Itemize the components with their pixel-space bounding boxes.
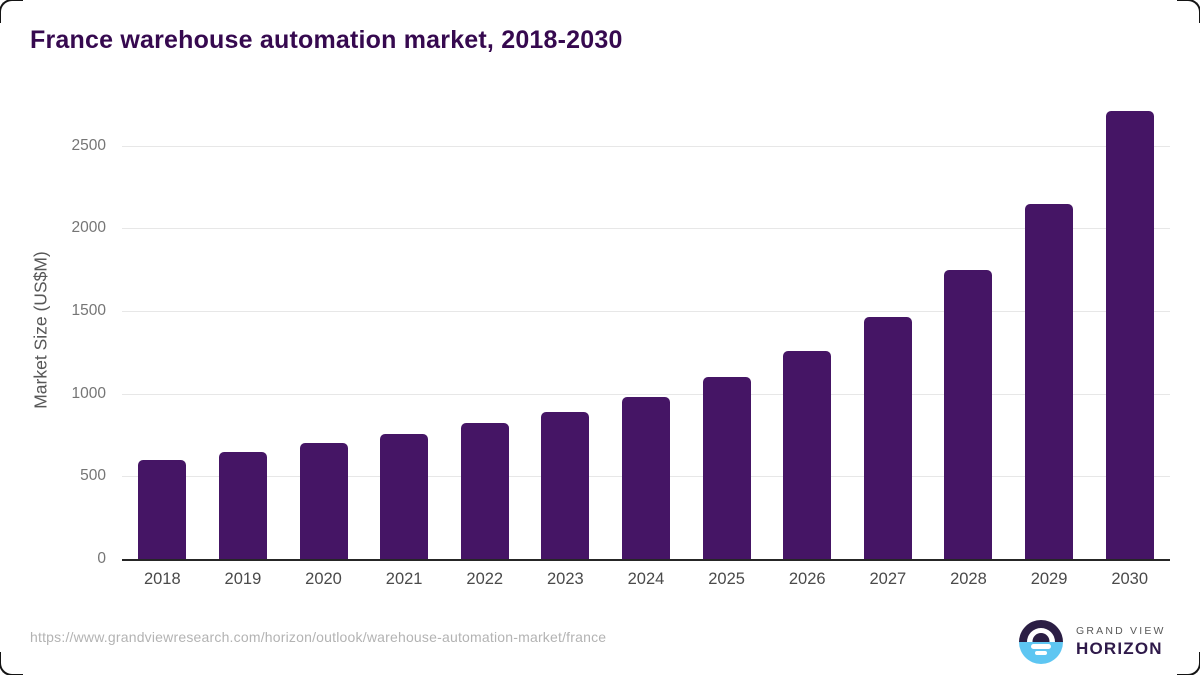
x-tick-label: 2028	[950, 570, 987, 588]
y-tick-label: 0	[97, 550, 106, 567]
x-tick-label: 2026	[788, 570, 826, 588]
x-tick-label: 2018	[143, 570, 181, 588]
y-tick-label: 2500	[71, 136, 106, 154]
y-tick-label: 1000	[71, 384, 106, 402]
gridline	[122, 310, 1170, 312]
logo-brand-name: GRAND VIEW	[1076, 625, 1166, 637]
grandview-horizon-logo: GRAND VIEW HORIZON	[1019, 620, 1166, 664]
card-corner	[0, 652, 23, 675]
bar-2021	[380, 434, 429, 559]
x-tick-label: 2019	[224, 570, 262, 588]
bar-2022	[460, 423, 509, 559]
gridline	[122, 145, 1170, 147]
x-tick-label: 2025	[708, 570, 745, 588]
bar-2018	[138, 459, 187, 559]
plot-area: 2018 2019 2020 2021 2022 2023 2024 2025 2026 2027…	[122, 100, 1170, 588]
logo-product-name: HORIZON	[1076, 639, 1163, 658]
gridline	[122, 228, 1170, 230]
bar-2024	[622, 396, 670, 559]
bar-2030	[1105, 110, 1154, 559]
x-tick-label: 2027	[869, 570, 907, 588]
card-corner	[1177, 0, 1200, 23]
x-tick-label: 2024	[627, 570, 665, 588]
x-tick-label: 2022	[466, 570, 504, 588]
x-tick-label: 2020	[305, 570, 342, 588]
x-tick-label: 2023	[547, 570, 584, 588]
card-corner	[0, 0, 23, 23]
x-tick-label: 2029	[1030, 570, 1068, 588]
gridline	[122, 393, 1170, 395]
bar-2020	[299, 443, 348, 559]
x-tick-label: 2021	[385, 570, 423, 588]
bar-2028	[944, 269, 993, 559]
bar-2019	[218, 451, 267, 559]
bar-2029	[1025, 204, 1074, 559]
y-tick-label: 500	[80, 467, 106, 485]
horizon-sun-icon	[1019, 620, 1063, 664]
bar-2023	[541, 411, 590, 559]
bar-2026	[783, 351, 832, 559]
bar-2025	[702, 377, 751, 559]
y-tick-label: 2000	[71, 219, 106, 237]
bar-2027	[863, 316, 912, 559]
x-tick-label: 2030	[1111, 570, 1149, 588]
chart-title: France warehouse automation market, 2018…	[30, 26, 623, 54]
y-tick-label: 1500	[71, 301, 106, 319]
card-corner	[1177, 652, 1200, 675]
source-url: https://www.grandviewresearch.com/horizo…	[30, 629, 607, 645]
